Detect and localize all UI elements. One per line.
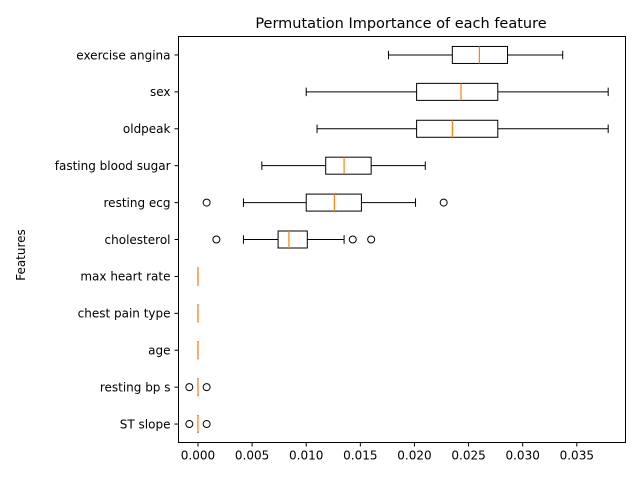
- outlier-point: [202, 420, 211, 429]
- box-group-resting-bp-s: [185, 378, 211, 397]
- x-axis: 0.000 0.005 0.010 0.015 0.020 0.025 0.030 0.035: [181, 442, 594, 463]
- outlier-point: [202, 383, 211, 392]
- x-tick-label: 0.005: [235, 449, 269, 463]
- y-tick-label: sex: [150, 85, 171, 99]
- outlier-point: [367, 235, 376, 244]
- box-group-resting-ecg: [202, 193, 448, 212]
- y-axis-label: Features: [14, 229, 28, 281]
- box: [277, 230, 308, 249]
- y-tick-label: resting bp s: [100, 380, 171, 394]
- box-group-st-slope: [185, 415, 211, 434]
- y-tick-label: age: [148, 344, 170, 358]
- outlier-point: [439, 198, 448, 207]
- x-tick-label: 0.020: [397, 449, 431, 463]
- x-tick-label: 0.025: [451, 449, 485, 463]
- y-tick-label: chest pain type: [78, 307, 171, 321]
- x-tick-label: 0.015: [343, 449, 377, 463]
- y-tick-label: cholesterol: [105, 233, 171, 247]
- box: [416, 82, 499, 101]
- plot-area: [185, 45, 609, 434]
- outlier-point: [185, 420, 194, 429]
- y-tick-label: fasting blood sugar: [55, 159, 171, 173]
- box-group-sex: [305, 82, 609, 101]
- y-tick-label: exercise angina: [76, 48, 170, 62]
- box-group-oldpeak: [316, 119, 609, 138]
- outlier-point: [212, 235, 221, 244]
- y-tick-label: max heart rate: [80, 270, 170, 284]
- x-tick-label: 0.010: [289, 449, 323, 463]
- x-tick-label: 0.030: [505, 449, 539, 463]
- box-group-exercise-angina: [387, 45, 564, 64]
- box-group-fasting-blood-sugar: [261, 156, 426, 175]
- x-tick-label: 0.035: [560, 449, 594, 463]
- box-group-cholesterol: [212, 230, 376, 249]
- box: [416, 119, 499, 138]
- y-axis: exercise angina sex oldpeak fasting blood s…: [55, 48, 179, 431]
- y-tick-label: oldpeak: [123, 122, 171, 136]
- outlier-point: [185, 383, 194, 392]
- y-tick-label: ST slope: [120, 417, 171, 431]
- outlier-point: [202, 198, 211, 207]
- outlier-point: [348, 235, 357, 244]
- y-tick-label: resting ecg: [104, 196, 171, 210]
- x-tick-label: 0.000: [181, 449, 215, 463]
- chart-title: Permutation Importance of each feature: [255, 16, 546, 32]
- box: [325, 156, 372, 175]
